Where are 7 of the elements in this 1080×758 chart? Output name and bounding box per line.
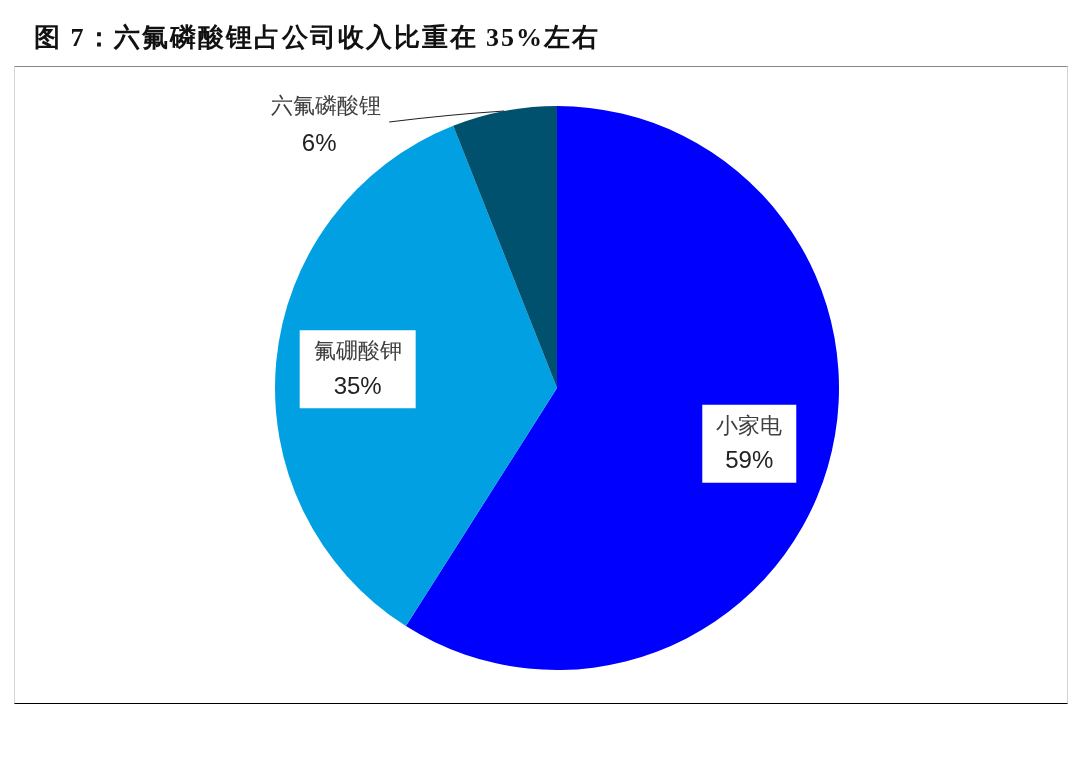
chart-title: 图 7：六氟磷酸锂占公司收入比重在 35%左右 [34, 22, 600, 54]
slice-label: 氟硼酸钾 [313, 337, 402, 363]
data-label: 35% [333, 371, 382, 399]
slice-label: 小家电 [716, 412, 783, 438]
data-label: 59% [725, 446, 774, 474]
slice-label: 六氟磷酸锂 [271, 92, 382, 118]
data-label: 6% [301, 128, 337, 156]
